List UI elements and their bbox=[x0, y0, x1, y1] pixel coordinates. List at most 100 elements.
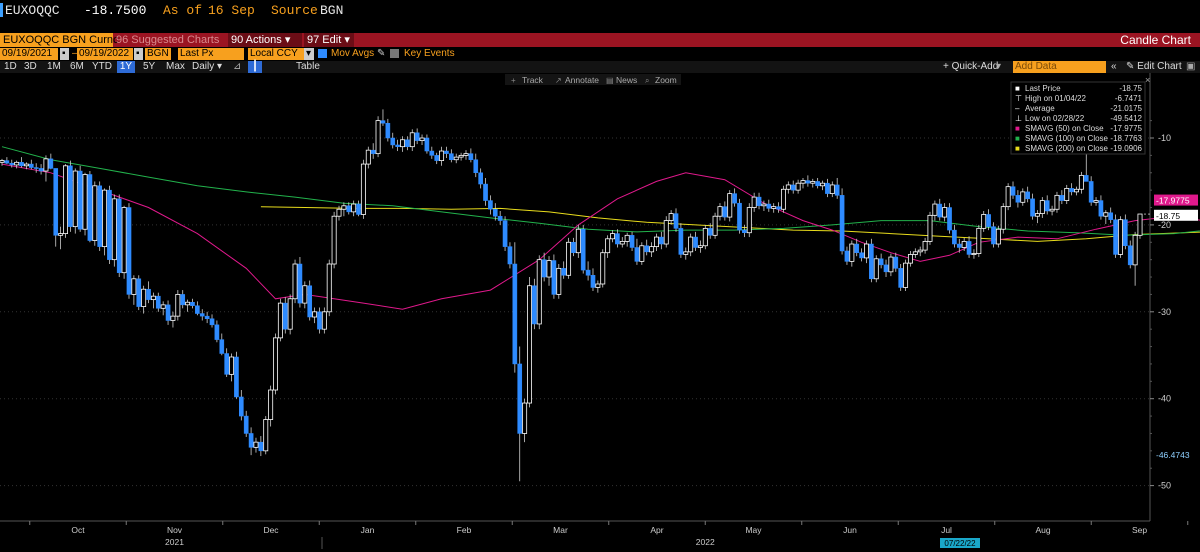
pencil-icon[interactable]: ✎ bbox=[377, 48, 386, 59]
news-icon[interactable]: ▤ bbox=[606, 76, 614, 85]
mov-avgs-toggle[interactable]: Mov Avgs bbox=[331, 48, 375, 59]
low-price-tag: -46.4743 bbox=[1156, 450, 1190, 460]
candle-up bbox=[150, 295, 156, 301]
candle-icon[interactable]: ┃ bbox=[248, 61, 262, 73]
chart-tools: + Track ↗ Annotate ▤ News ⌕ Zoom bbox=[505, 74, 681, 85]
frequency-selector[interactable]: Daily ▾ bbox=[192, 61, 222, 73]
currency-selector[interactable]: Local CCY bbox=[248, 48, 304, 60]
quick-add-button[interactable]: + Quick-Add bbox=[943, 61, 999, 72]
period-ytd[interactable]: YTD bbox=[92, 61, 112, 72]
line-chart-icon[interactable]: ⊿ bbox=[233, 61, 242, 72]
candle-up bbox=[43, 158, 49, 172]
news-tool[interactable]: News bbox=[616, 75, 637, 85]
candle-up bbox=[829, 184, 835, 195]
crosshair-date: 07/22/22 bbox=[944, 539, 976, 548]
candle-down bbox=[219, 339, 225, 354]
candle-down bbox=[878, 258, 884, 266]
calendar-icon[interactable]: ▪ bbox=[134, 48, 143, 60]
candle-up bbox=[0, 160, 5, 163]
candle-down bbox=[952, 229, 957, 245]
calendar-icon[interactable]: ▪ bbox=[60, 48, 69, 60]
collapse-left-icon[interactable]: « bbox=[1111, 61, 1117, 72]
period-6m[interactable]: 6M bbox=[70, 61, 84, 72]
candle-up bbox=[995, 228, 1001, 245]
key-events-toggle[interactable]: Key Events bbox=[404, 48, 455, 59]
candle-down bbox=[107, 189, 112, 260]
edit-menu[interactable]: 97 Edit ▾ bbox=[304, 33, 354, 47]
y-tick-label: -40 bbox=[1158, 394, 1171, 404]
track-tool[interactable]: Track bbox=[522, 75, 544, 85]
sma-50-line bbox=[1, 163, 1200, 310]
zoom-tool[interactable]: Zoom bbox=[655, 75, 677, 85]
candle-down bbox=[434, 155, 440, 161]
candle-down bbox=[766, 203, 772, 209]
candle-down bbox=[346, 205, 352, 213]
candle-down bbox=[165, 304, 171, 321]
candle-down bbox=[834, 184, 840, 196]
candle-up bbox=[942, 207, 948, 218]
edit-chart-button[interactable]: ✎ Edit Chart bbox=[1126, 61, 1182, 73]
start-date-field[interactable]: 09/19/2021 bbox=[0, 48, 58, 60]
panel-toggle-icon[interactable]: ▣ bbox=[1186, 61, 1196, 72]
legend-swatch-icon: ■ bbox=[1015, 134, 1020, 143]
candle-down bbox=[1088, 181, 1094, 203]
period-1m[interactable]: 1M bbox=[47, 61, 61, 72]
field-selector[interactable]: Last Px bbox=[178, 48, 244, 60]
candle-up bbox=[888, 256, 894, 273]
candle-down bbox=[590, 275, 596, 288]
candle-down bbox=[629, 235, 635, 248]
checkbox-checked-icon[interactable] bbox=[318, 49, 327, 58]
source-field[interactable]: BGN bbox=[145, 48, 171, 60]
candle-down bbox=[87, 174, 93, 241]
legend-label: Last Price bbox=[1025, 84, 1061, 93]
security-field[interactable]: EUXOQQC BGN Curnc bbox=[0, 33, 119, 47]
candle-down bbox=[541, 259, 547, 278]
x-tick-label: Nov bbox=[167, 525, 183, 535]
end-date-field[interactable]: 09/19/2022 bbox=[77, 48, 133, 60]
close-icon[interactable]: × bbox=[1145, 75, 1150, 85]
period-3d[interactable]: 3D bbox=[24, 61, 37, 72]
x-tick-label: Jun bbox=[843, 525, 857, 535]
candle-up bbox=[439, 150, 445, 161]
chart-settings-bar: 09/19/2021 ▪ – 09/19/2022 ▪ BGN Last Px … bbox=[0, 48, 1200, 60]
period-5y[interactable]: 5Y bbox=[143, 61, 156, 72]
x-tick-label: Apr bbox=[650, 525, 663, 535]
legend-value: -18.7763 bbox=[1110, 134, 1142, 143]
candle-up bbox=[409, 132, 415, 148]
candle-down bbox=[444, 150, 449, 154]
chart-type-title: Candle Chart bbox=[1120, 33, 1191, 47]
last-value: -18.7500 bbox=[84, 3, 147, 18]
chevron-down-icon[interactable]: ▾ bbox=[304, 48, 314, 60]
candle-down bbox=[947, 207, 952, 231]
legend-label: SMAVG (100) on Close bbox=[1025, 134, 1109, 143]
period-1d[interactable]: 1D bbox=[4, 61, 17, 72]
candle-down bbox=[854, 243, 860, 253]
candle-up bbox=[912, 251, 918, 255]
edit-label: 97 Edit bbox=[307, 34, 342, 46]
candle-up bbox=[326, 263, 332, 313]
magnifier-icon[interactable]: ⌕ bbox=[645, 76, 649, 85]
annotate-icon[interactable]: ↗ bbox=[555, 76, 562, 85]
crosshair-icon[interactable]: + bbox=[511, 76, 516, 85]
actions-menu[interactable]: 90 Actions ▾ bbox=[228, 33, 302, 47]
candle-down bbox=[28, 163, 34, 168]
period-1y[interactable]: 1Y bbox=[117, 61, 135, 73]
table-button[interactable]: Table bbox=[296, 61, 320, 72]
period-max[interactable]: Max bbox=[166, 61, 185, 72]
candle-up bbox=[907, 254, 913, 264]
candle-down bbox=[356, 203, 361, 215]
legend-swatch-icon: ⊤ bbox=[1015, 94, 1022, 103]
annotate-tool[interactable]: Annotate bbox=[565, 75, 599, 85]
checkbox-unchecked-icon[interactable] bbox=[390, 49, 399, 58]
candle-chart[interactable]: + Track ↗ Annotate ▤ News ⌕ Zoom -10-20-… bbox=[0, 73, 1200, 549]
suggested-charts-button[interactable]: 96 Suggested Charts bbox=[116, 34, 220, 46]
chevron-down-icon[interactable]: ▾ bbox=[996, 61, 1002, 72]
candle-down bbox=[512, 263, 518, 365]
candle-down bbox=[68, 165, 73, 227]
candle-down bbox=[390, 137, 396, 146]
candle-down bbox=[9, 162, 15, 166]
y-tick-label: -20 bbox=[1158, 220, 1171, 230]
candle-down bbox=[707, 228, 713, 236]
candle-down bbox=[116, 198, 122, 273]
add-data-input[interactable]: Add Data bbox=[1013, 61, 1106, 73]
